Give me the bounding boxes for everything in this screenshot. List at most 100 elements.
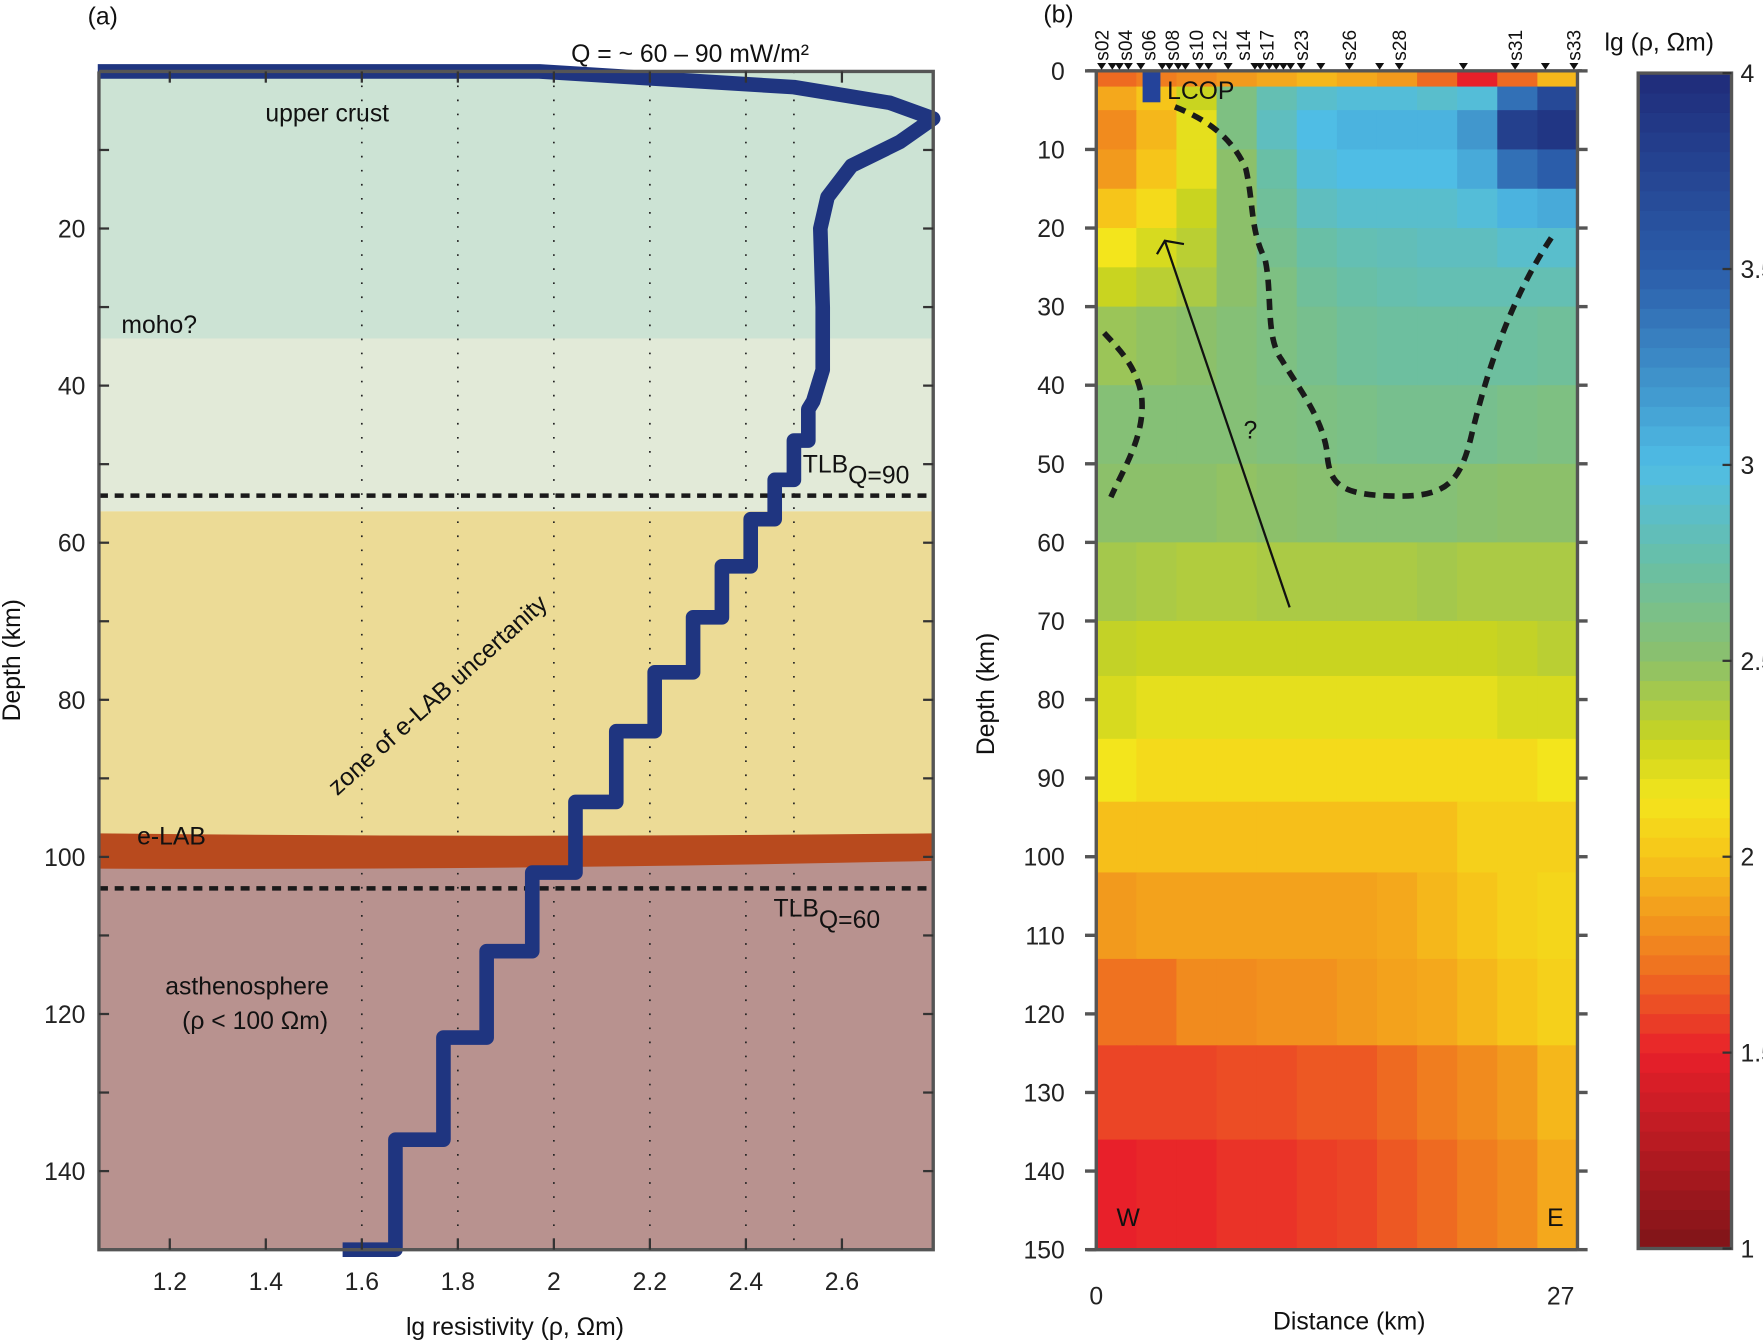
lcop-label: LCOP — [1167, 78, 1234, 105]
heatmap-cell — [1336, 463, 1378, 544]
heatmap-cell — [1336, 188, 1378, 229]
colorbar-swatch — [1638, 837, 1732, 858]
heatmap-cell — [1136, 228, 1178, 269]
heat-flow-label: Q = ~ 60 – 90 mW/m² — [571, 41, 809, 68]
layer-zone — [98, 856, 934, 1250]
heatmap-cell — [1376, 228, 1418, 269]
resistivity-heatmap — [1096, 70, 1579, 1251]
heatmap-cell — [1336, 675, 1378, 740]
heatmap-cell — [1376, 149, 1418, 190]
layer-zones — [98, 71, 934, 1250]
heatmap-cell — [1537, 86, 1579, 111]
heatmap-cell — [1537, 958, 1579, 1046]
heatmap-cell — [1176, 188, 1218, 229]
heatmap-cell — [1376, 1139, 1418, 1251]
heatmap-cell — [1216, 86, 1258, 111]
colorbar-tick-label: 3.5 — [1741, 257, 1763, 284]
y-tick-label: 150 — [1023, 1238, 1064, 1265]
heatmap-cell — [1096, 463, 1138, 544]
heatmap-cell — [1336, 149, 1378, 190]
colorbar-swatch — [1638, 876, 1732, 897]
e-lab-band — [98, 833, 934, 869]
colorbar-swatch — [1638, 660, 1732, 682]
heatmap-cell — [1376, 463, 1418, 544]
heatmap-cell — [1096, 385, 1138, 465]
heatmap-cell — [1497, 385, 1539, 465]
heatmap-cell — [1537, 1045, 1579, 1141]
colorbar-swatch — [1638, 954, 1732, 975]
colorbar-swatch — [1638, 347, 1732, 368]
heatmap-cell — [1417, 620, 1458, 677]
heatmap-cell — [1457, 267, 1498, 308]
colorbar-swatch — [1638, 171, 1732, 192]
heatmap-cell — [1417, 86, 1458, 111]
heatmap-cell — [1096, 70, 1138, 88]
heatmap-cell — [1497, 110, 1539, 151]
heatmap-cell — [1216, 801, 1258, 874]
heatmap-cell — [1417, 110, 1458, 151]
station-triangle-icon — [1157, 62, 1167, 70]
x-tick-27: 27 — [1547, 1284, 1575, 1311]
station-triangle-icon — [1136, 62, 1146, 70]
station-triangle-icon — [1296, 62, 1306, 70]
station-triangle-icon — [1173, 62, 1183, 70]
heatmap-cell — [1176, 267, 1218, 308]
station-label: s12 — [1210, 30, 1231, 61]
colorbar-swatch — [1638, 190, 1732, 211]
colorbar-tick-label: 1 — [1741, 1237, 1755, 1264]
heatmap-cell — [1296, 86, 1338, 111]
heatmap-cell — [1096, 306, 1138, 386]
tlb-q60-main: TLB — [774, 896, 819, 923]
station-triangle-icon — [1097, 62, 1107, 70]
heatmap-cell — [1256, 110, 1298, 151]
x-tick-label: 2.4 — [729, 1269, 764, 1296]
heatmap-cell — [1336, 620, 1378, 677]
heatmap-cell — [1376, 306, 1418, 386]
x-tick-label: 2.2 — [633, 1269, 667, 1296]
station-triangle-icon — [1375, 62, 1385, 70]
heatmap-cell — [1336, 872, 1378, 960]
heatmap-cell — [1376, 188, 1418, 229]
heatmap-cell — [1417, 1045, 1458, 1141]
heatmap-cell — [1417, 149, 1458, 190]
tlb-q90-main: TLB — [803, 451, 848, 478]
station-label: s08 — [1163, 30, 1184, 61]
heatmap-cell — [1376, 267, 1418, 308]
y-tick-label: 40 — [58, 374, 86, 401]
upper-crust-label: upper crust — [265, 100, 389, 127]
colorbar-swatch — [1638, 1189, 1732, 1211]
y-tick-label: 90 — [1037, 766, 1065, 793]
heatmap-cell — [1136, 675, 1178, 740]
heatmap-cell — [1256, 385, 1298, 465]
heatmap-cell — [1176, 1139, 1218, 1251]
heatmap-cell — [1417, 872, 1458, 960]
colorbar-swatch — [1638, 308, 1732, 329]
heatmap-cell — [1376, 542, 1418, 622]
x-tick-label: 1.2 — [153, 1269, 187, 1296]
heatmap-cell — [1096, 149, 1138, 190]
heatmap-cell — [1216, 872, 1258, 960]
heatmap-cell — [1537, 267, 1579, 308]
colorbar-swatch — [1638, 1209, 1732, 1230]
heatmap-cell — [1417, 542, 1458, 622]
heatmap-cell — [1497, 306, 1539, 386]
colorbar-swatch — [1638, 680, 1732, 701]
arrow-head-icon — [1155, 239, 1185, 255]
heatmap-cell — [1537, 70, 1579, 88]
heatmap-cell — [1256, 86, 1298, 111]
heatmap-cell — [1216, 675, 1258, 740]
heatmap-cell — [1296, 801, 1338, 874]
asthenosphere-note: (ρ < 100 Ωm) — [182, 1008, 328, 1035]
colorbar-swatch — [1638, 210, 1732, 231]
heatmap-cell — [1457, 228, 1498, 269]
heatmap-cell — [1296, 675, 1338, 740]
heatmap-cell — [1376, 86, 1418, 111]
colorbar-swatch — [1638, 1111, 1732, 1132]
station-triangle-icon — [1107, 62, 1117, 70]
station-label: s33 — [1565, 30, 1586, 61]
panel-a-label: (a) — [88, 4, 118, 31]
heatmap-cell — [1136, 1139, 1178, 1251]
heatmap-cell — [1136, 306, 1178, 386]
colorbar-swatch — [1638, 366, 1732, 388]
